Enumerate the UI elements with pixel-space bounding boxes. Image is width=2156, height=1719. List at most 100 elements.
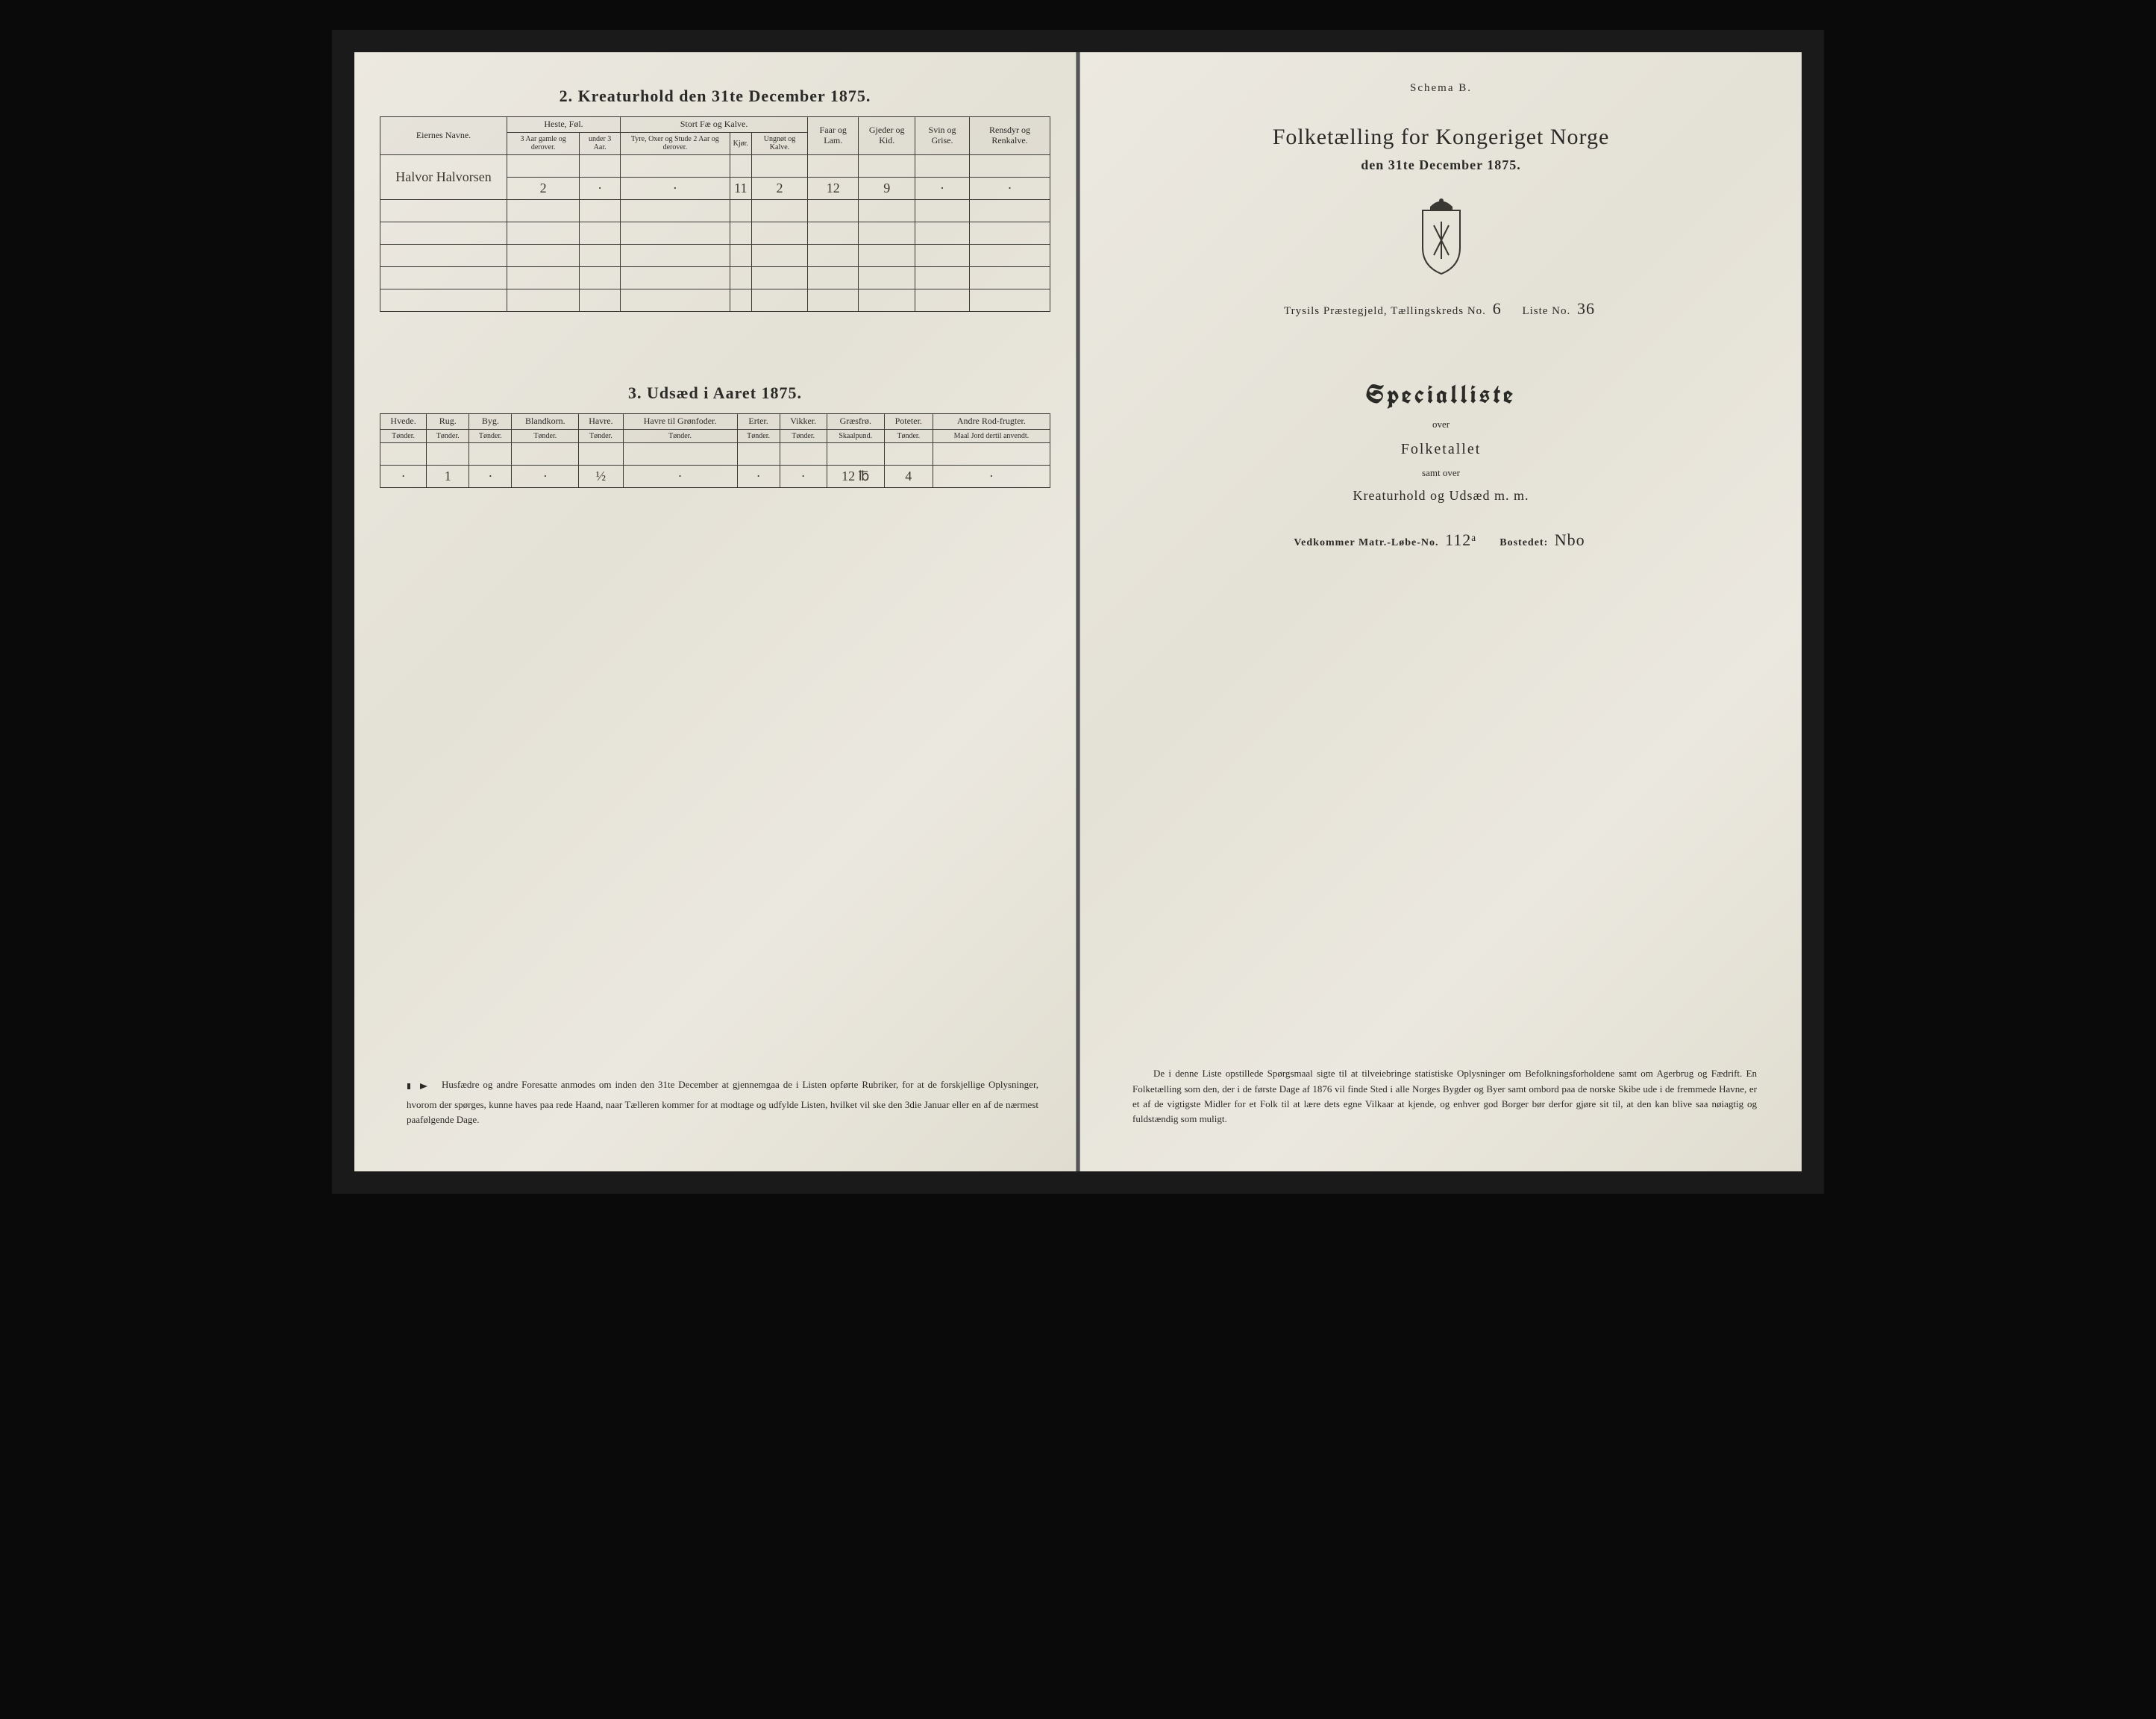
specialliste-samt: samt over [1106,467,1776,479]
table-cell [969,244,1050,266]
table-cell [915,289,970,311]
col-header: Blandkorn. [512,413,579,429]
table-cell [737,443,780,466]
table-cell: · [380,466,427,488]
seed-table: Hvede.Rug.Byg.Blandkorn.Havre.Havre til … [380,413,1050,488]
census-subtitle: den 31te December 1875. [1106,157,1776,173]
table-cell: 11 [730,177,751,199]
table-cell [933,443,1050,466]
table-cell [808,154,859,177]
table-cell [969,199,1050,222]
col-unit: Tønder. [623,429,737,443]
table-cell [808,199,859,222]
owner-name: Halvor Halvorsen [380,154,507,199]
col-unit: Tønder. [780,429,827,443]
table-cell [730,244,751,266]
col-unit: Tønder. [380,429,427,443]
table-cell [808,289,859,311]
col-header: Erter. [737,413,780,429]
table-cell [469,443,512,466]
district-line: Trysils Præstegjeld, Tællingskreds No. 6… [1106,299,1776,319]
table-cell: · [469,466,512,488]
table-cell [380,199,507,222]
table-cell [969,266,1050,289]
table-cell [915,266,970,289]
table-cell [580,266,621,289]
table-cell [915,199,970,222]
table-cell: · [512,466,579,488]
table-cell [507,289,580,311]
livestock-table: Eiernes Navne. Heste, Føl. Stort Fæ og K… [380,116,1050,312]
table-cell [621,154,730,177]
col-header: Havre. [579,413,623,429]
table-cell [751,266,807,289]
left-notice: Husfædre og andre Foresatte anmodes om i… [407,1077,1038,1127]
table-cell [859,199,915,222]
table-cell: ½ [579,466,623,488]
table-cell [507,154,580,177]
table-cell [512,443,579,466]
table-cell: · [580,177,621,199]
table-cell [580,154,621,177]
col-header: Byg. [469,413,512,429]
specialliste-over: over [1106,419,1776,430]
table-cell: 2 [507,177,580,199]
table-cell [730,266,751,289]
schema-label: Schema B. [1106,82,1776,95]
table-cell [827,443,884,466]
table-cell [507,222,580,244]
col-header: Hvede. [380,413,427,429]
coat-of-arms-icon [1106,195,1776,281]
col-cattle-c: Ungnøt og Kalve. [751,132,807,154]
col-header: Andre Rod-frugter. [933,413,1050,429]
table-cell: · [915,177,970,199]
table-cell [751,199,807,222]
census-title: Folketælling for Kongeriget Norge [1106,125,1776,150]
table-cell: 12 [808,177,859,199]
table-cell: 1 [427,466,469,488]
table-cell: 2 [751,177,807,199]
table-cell [380,222,507,244]
col-header: Havre til Grønfoder. [623,413,737,429]
table-cell [621,222,730,244]
table-cell [580,289,621,311]
col-cattle: Stort Fæ og Kalve. [621,117,808,133]
table-cell: · [621,177,730,199]
right-paragraph: De i denne Liste opstillede Spørgsmaal s… [1132,1066,1757,1127]
table-cell [621,199,730,222]
table-cell [380,244,507,266]
col-horses: Heste, Føl. [507,117,621,133]
table-cell [859,244,915,266]
specialliste-folketallet: Folketallet [1106,441,1776,458]
table-cell [915,244,970,266]
table-cell [621,244,730,266]
right-page: Schema B. Folketælling for Kongeriget No… [1079,52,1802,1171]
col-unit: Tønder. [737,429,780,443]
col-unit: Tønder. [427,429,469,443]
section3-title: 3. Udsæd i Aaret 1875. [380,383,1050,403]
col-unit: Tønder. [579,429,623,443]
left-page: 2. Kreaturhold den 31te December 1875. E… [354,52,1077,1171]
table-cell: · [780,466,827,488]
table-cell: 9 [859,177,915,199]
col-header: Poteter. [884,413,933,429]
table-cell: · [623,466,737,488]
col-header: Rug. [427,413,469,429]
col-reindeer: Rensdyr og Renkalve. [969,117,1050,155]
col-sheep: Faar og Lam. [808,117,859,155]
matr-label: Vedkommer Matr.-Løbe-No. [1294,537,1438,548]
table-cell [751,289,807,311]
col-unit: Maal Jord dertil anvendt. [933,429,1050,443]
matr-line: Vedkommer Matr.-Løbe-No. 112ᵃ Bostedet: … [1106,530,1776,550]
kreds-no: 6 [1490,299,1505,318]
table-cell: · [969,177,1050,199]
specialliste-kreatur: Kreaturhold og Udsæd m. m. [1106,488,1776,504]
table-cell: · [737,466,780,488]
table-cell [427,443,469,466]
col-horses-b: under 3 Aar. [580,132,621,154]
table-cell [969,222,1050,244]
table-cell [915,154,970,177]
table-cell [859,289,915,311]
col-goats: Gjeder og Kid. [859,117,915,155]
table-cell: 12 ℔ [827,466,884,488]
